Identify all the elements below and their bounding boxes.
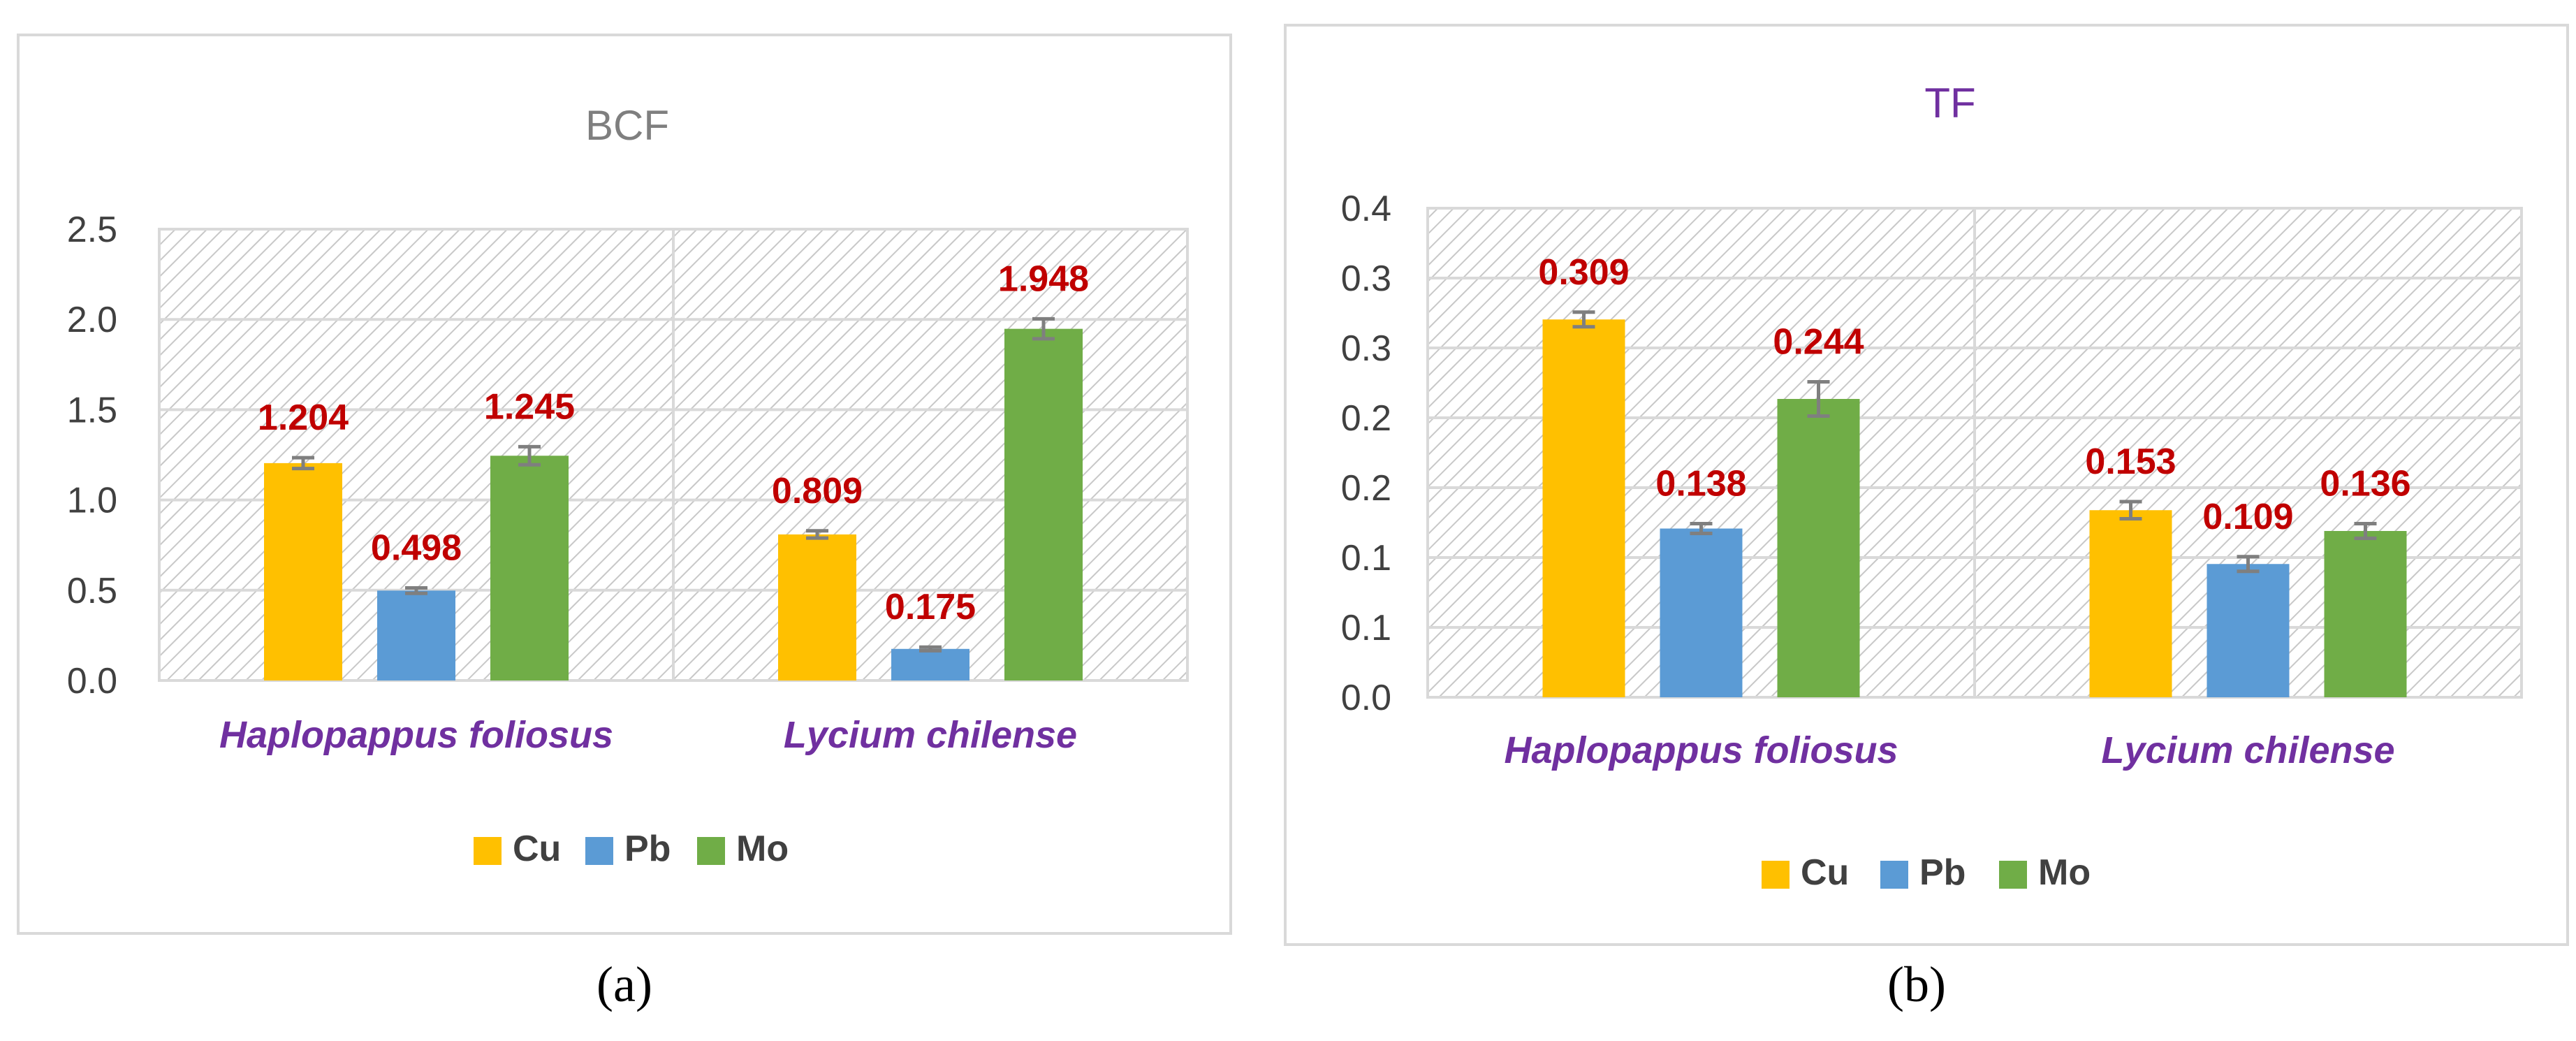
bar-cu — [2089, 510, 2172, 697]
category-label: Haplopappus foliosus — [219, 714, 613, 756]
legend-label: Cu — [513, 829, 561, 869]
y-tick-label: 0.3 — [1341, 328, 1391, 369]
y-tick-label: 0.3 — [1341, 259, 1391, 299]
y-tick-label: 0.0 — [1341, 678, 1391, 718]
data-label: 0.809 — [772, 471, 863, 511]
caption-a: (a) — [597, 956, 652, 1012]
bcf-chart-panel: BCF 0.0 0.5 1.0 1.5 2.0 2.5 1.204 0.498 1.245 Hapl… — [17, 34, 1232, 935]
legend-swatch-cu — [1762, 861, 1790, 889]
y-tick-label: 0.0 — [67, 661, 117, 701]
y-tick-label: 0.1 — [1341, 608, 1391, 648]
data-label: 0.309 — [1538, 252, 1629, 293]
y-tick-label: 0.2 — [1341, 398, 1391, 439]
legend-label: Mo — [2038, 852, 2091, 893]
data-label: 0.136 — [2320, 464, 2410, 504]
data-label: 0.244 — [1773, 322, 1864, 363]
y-tick-label: 1.0 — [67, 481, 117, 521]
bar-pb — [377, 590, 455, 680]
bar-cu — [264, 463, 342, 680]
bar-mo — [1777, 399, 1860, 697]
bar-pb — [891, 648, 969, 680]
bar-cu — [778, 534, 856, 680]
legend-label: Mo — [736, 829, 789, 869]
bcf-chart: BCF 0.0 0.5 1.0 1.5 2.0 2.5 1.204 0.498 1.245 Hapl… — [67, 102, 1189, 869]
y-tick-label: 0.5 — [67, 571, 117, 611]
data-label: 0.153 — [2085, 442, 2176, 482]
y-tick-label: 2.5 — [67, 210, 117, 250]
tf-chart: TF 0.0 0.1 0.1 0.2 0.2 0.3 0.3 0.4 0.309 0.138 0.24… — [1341, 80, 2523, 893]
y-tick-label: 0.1 — [1341, 538, 1391, 578]
y-tick-label: 0.2 — [1341, 468, 1391, 509]
legend-label: Cu — [1801, 852, 1849, 893]
data-label: 0.175 — [885, 587, 976, 627]
bar-cu — [1542, 319, 1625, 697]
bar-mo — [1004, 328, 1083, 680]
data-label: 0.498 — [371, 527, 462, 568]
bar-pb — [1660, 528, 1743, 697]
legend-swatch-mo — [1999, 861, 2027, 889]
data-label: 1.245 — [484, 386, 575, 427]
data-label: 0.109 — [2202, 497, 2293, 537]
category-label: Lycium chilense — [2101, 729, 2394, 771]
caption-b: (b) — [1887, 956, 1946, 1012]
bar-mo — [490, 456, 569, 680]
legend-swatch-cu — [474, 837, 502, 865]
category-label: Haplopappus foliosus — [1504, 729, 1898, 771]
legend-swatch-pb — [585, 837, 613, 865]
data-label: 1.204 — [258, 398, 349, 438]
legend-label: Pb — [624, 829, 671, 869]
legend-swatch-mo — [697, 837, 725, 865]
tf-chart-panel: TF 0.0 0.1 0.1 0.2 0.2 0.3 0.3 0.4 0.309 0.138 0.24… — [1284, 24, 2569, 946]
legend-label: Pb — [1919, 852, 1966, 893]
y-tick-label: 1.5 — [67, 390, 117, 430]
bar-mo — [2324, 531, 2407, 697]
chart-title: TF — [1924, 80, 1975, 126]
y-tick-label: 0.4 — [1341, 189, 1391, 229]
chart-title: BCF — [585, 102, 669, 149]
bar-pb — [2207, 564, 2290, 697]
category-label: Lycium chilense — [784, 714, 1077, 756]
data-label: 1.948 — [998, 259, 1089, 299]
data-label: 0.138 — [1655, 464, 1746, 504]
y-tick-label: 2.0 — [67, 300, 117, 340]
legend-swatch-pb — [1880, 861, 1908, 889]
